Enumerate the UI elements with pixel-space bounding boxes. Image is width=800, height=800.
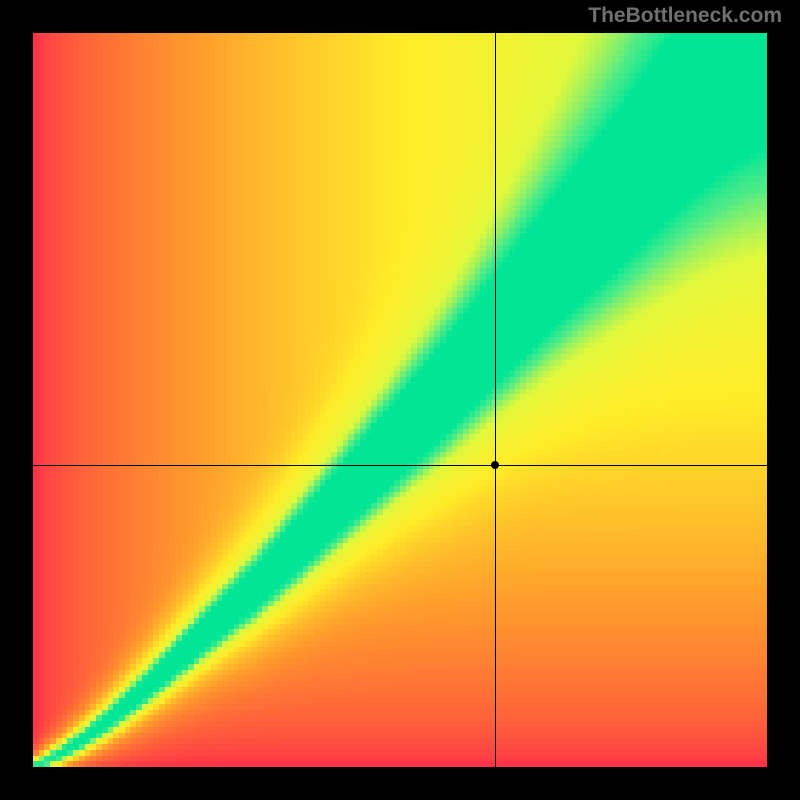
watermark-text: TheBottleneck.com	[588, 4, 782, 28]
crosshair-vertical	[495, 33, 496, 767]
crosshair-horizontal	[33, 465, 767, 466]
plot-frame	[33, 33, 767, 767]
crosshair-marker-dot	[491, 461, 499, 469]
heatmap-canvas	[33, 33, 767, 767]
